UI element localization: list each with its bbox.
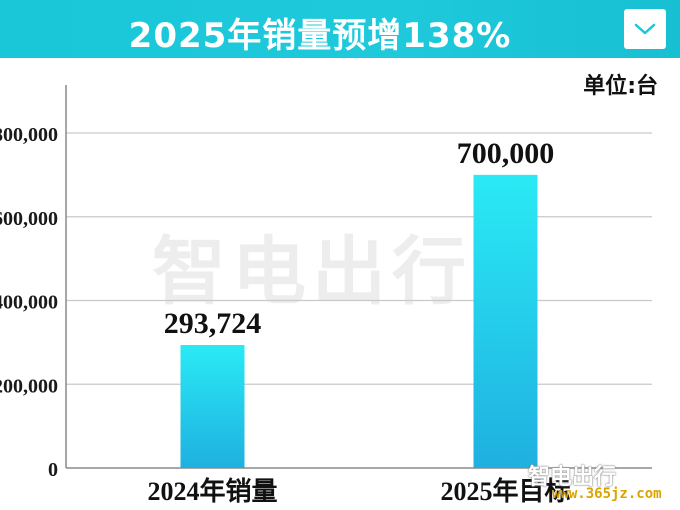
x-tick-label: 2024年销量 [147,476,277,506]
y-tick-label: 200,000 [0,375,58,397]
unit-label: 单位:台 [583,74,658,99]
title-banner: 2025年销量预增138% [0,0,680,58]
site-logo: 智电出行 [528,465,617,490]
y-tick-label: 600,000 [0,208,58,230]
x-tick-label: 2025年目标 [440,476,570,506]
y-tick-label: 0 [48,459,58,481]
dropdown-button[interactable] [624,9,666,49]
chart-title: 2025年销量预增138% [128,16,512,56]
site-url: www.365jz.com [552,486,662,502]
y-tick-label: 800,000 [0,124,58,146]
data-label: 293,724 [164,307,262,340]
bar [473,174,538,468]
chevron-down-icon [634,23,656,35]
y-tick-label: 400,000 [0,292,58,314]
data-label: 700,000 [457,137,555,170]
bar [180,345,245,468]
